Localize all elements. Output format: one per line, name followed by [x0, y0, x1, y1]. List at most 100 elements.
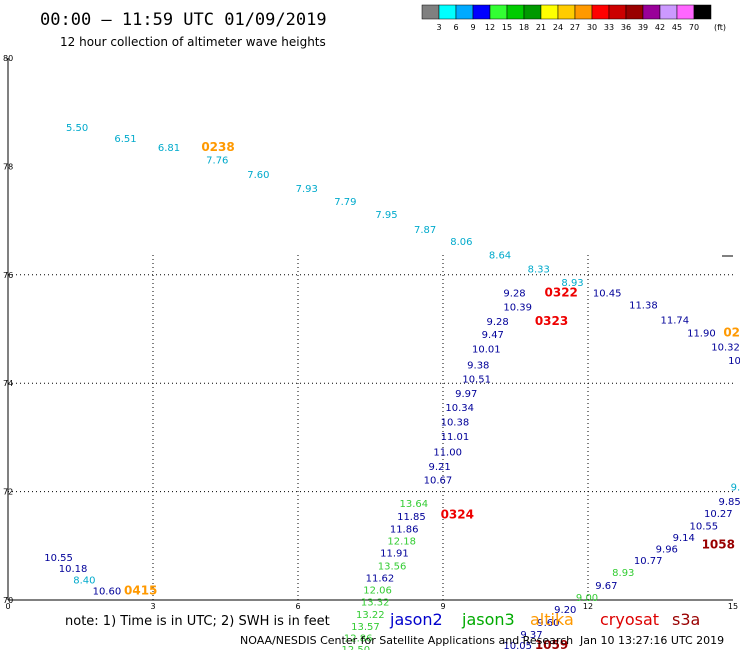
wave-height-value: 10.38 [441, 417, 470, 428]
wave-height-value: 13.32 [361, 597, 390, 608]
wave-height-value: 10.05 [503, 641, 532, 650]
wave-height-value: 8.33 [528, 265, 550, 276]
color-scale-label: 24 [553, 23, 563, 32]
color-scale-label: 6 [453, 23, 458, 32]
wave-height-value: 13.56 [378, 562, 407, 573]
chart-title: 00:00 – 11:59 UTC 01/09/2019 [40, 10, 327, 30]
wave-height-value: 10.67 [424, 475, 453, 486]
wave-height-value: 9.85 [719, 497, 740, 508]
color-swatch [557, 4, 576, 20]
generated-timestamp: Jan 10 13:27:16 UTC 2019 [579, 634, 724, 647]
color-swatch [574, 4, 593, 20]
pass-time-label: 0322 [545, 285, 578, 299]
wave-height-value: 10 [728, 356, 740, 367]
color-swatch [625, 4, 644, 20]
wave-height-value: 7.95 [375, 210, 397, 221]
color-scale-label: 27 [570, 23, 580, 32]
color-scale-label: 70 [689, 23, 699, 32]
legend-entry-cryosat: cryosat [600, 610, 659, 629]
legend-entry-s3a: s3a [672, 610, 700, 629]
color-swatch [421, 4, 440, 20]
color-swatch [659, 4, 678, 20]
wave-height-value: 12.06 [363, 585, 392, 596]
color-scale-label: 30 [587, 23, 597, 32]
wave-height-value: 9.14 [673, 533, 695, 544]
wave-height-value: 7.79 [334, 197, 356, 208]
wave-height-value: 11.90 [687, 329, 716, 340]
color-scale-label: 18 [519, 23, 529, 32]
plot-frame [7, 58, 733, 601]
color-swatch [489, 4, 508, 20]
credit-line: NOAA/NESDIS Center for Satellite Applica… [240, 634, 573, 647]
color-scale-label: 9 [470, 23, 475, 32]
wave-height-value: 13.57 [351, 622, 380, 633]
wave-height-value: 9.60 [537, 618, 559, 629]
pass-time-label: 0237 [723, 326, 740, 340]
color-swatch [472, 4, 491, 20]
wave-height-value: 8.40 [73, 576, 95, 587]
color-swatch [608, 4, 627, 20]
x-tick-label: 15 [728, 602, 738, 611]
wave-height-value: 10.77 [634, 556, 663, 567]
color-swatch [676, 4, 695, 20]
wave-height-value: 10.27 [704, 509, 733, 520]
pass-time-labels: 0238 0322 0323 0237 0324 1058 1059 0415 [124, 140, 740, 650]
color-swatch [591, 4, 610, 20]
wave-height-value: 9.00 [576, 593, 598, 604]
wave-height-value: 9.20 [554, 605, 576, 616]
color-scale-bar: 3 6 9 12 15 18 21 24 27 30 33 36 39 42 45 70 [421, 4, 712, 32]
wave-height-value: 10.18 [59, 564, 88, 575]
wave-height-value: 7.60 [247, 170, 269, 181]
wave-height-values: 5.50 6.51 6.81 7.76 7.60 7.93 7.79 7.95 7.87 8.06… [44, 123, 740, 650]
y-tick-label: 76 [3, 271, 13, 280]
wave-height-value: 9.37 [520, 630, 542, 641]
wave-height-value: 11.00 [433, 447, 462, 458]
color-swatch [438, 4, 457, 20]
pass-time-label: 0415 [124, 584, 157, 598]
wave-height-value: 10.55 [44, 553, 73, 564]
x-tick-label: 9 [440, 602, 445, 611]
wave-height-value: 12.18 [387, 537, 416, 548]
wave-height-value: 12.50 [342, 645, 371, 650]
y-tick-label: 78 [3, 162, 13, 171]
wave-height-value: 13.22 [356, 610, 385, 621]
color-swatch [693, 4, 712, 20]
x-tick-label: 12 [583, 602, 593, 611]
chart-subtitle: 12 hour collection of altimeter wave hei… [60, 35, 326, 49]
wave-height-value: 8.06 [450, 237, 472, 248]
color-scale-label: 15 [502, 23, 512, 32]
color-scale-label: 33 [604, 23, 614, 32]
y-axis-ticks: 70 72 74 76 78 80 [3, 54, 13, 605]
legend-entry-altika: altika [530, 610, 574, 629]
pass-time-label: 0238 [201, 140, 234, 154]
wave-height-value: 10.39 [503, 303, 532, 314]
y-tick-label: 72 [3, 488, 13, 497]
wave-height-value: 10.34 [445, 403, 474, 414]
x-axis-ticks: 0 3 6 9 12 15 [5, 602, 738, 611]
pass-time-label: 0323 [535, 314, 568, 328]
wave-height-value: 10.51 [462, 375, 491, 386]
color-swatch [540, 4, 559, 20]
x-tick-label: 6 [295, 602, 300, 611]
wave-height-value: 7.93 [296, 184, 318, 195]
legend-entry-jason2: jason2 [389, 610, 443, 629]
wave-height-value: 8.93 [561, 278, 583, 289]
wave-height-value: 9.47 [482, 330, 504, 341]
wave-height-value: 6.51 [114, 134, 136, 145]
color-scale-label: 45 [672, 23, 682, 32]
pass-time-label: 1058 [702, 538, 735, 552]
wave-height-value: 9.97 [455, 389, 477, 400]
wave-height-value: 12.86 [344, 634, 373, 645]
wave-height-value: 8.64 [489, 251, 511, 262]
y-tick-label: 80 [3, 54, 13, 63]
color-scale-label: 42 [655, 23, 665, 32]
color-swatch [642, 4, 661, 20]
color-scale-unit: (ft) [714, 23, 726, 32]
grid-lines [8, 255, 733, 600]
wave-height-value: 5.50 [66, 123, 88, 134]
pass-time-label: 0324 [441, 508, 474, 522]
color-swatch [455, 4, 474, 20]
wave-height-value: 11.86 [390, 524, 419, 535]
x-tick-label: 3 [150, 602, 155, 611]
x-tick-label: 0 [5, 602, 10, 611]
